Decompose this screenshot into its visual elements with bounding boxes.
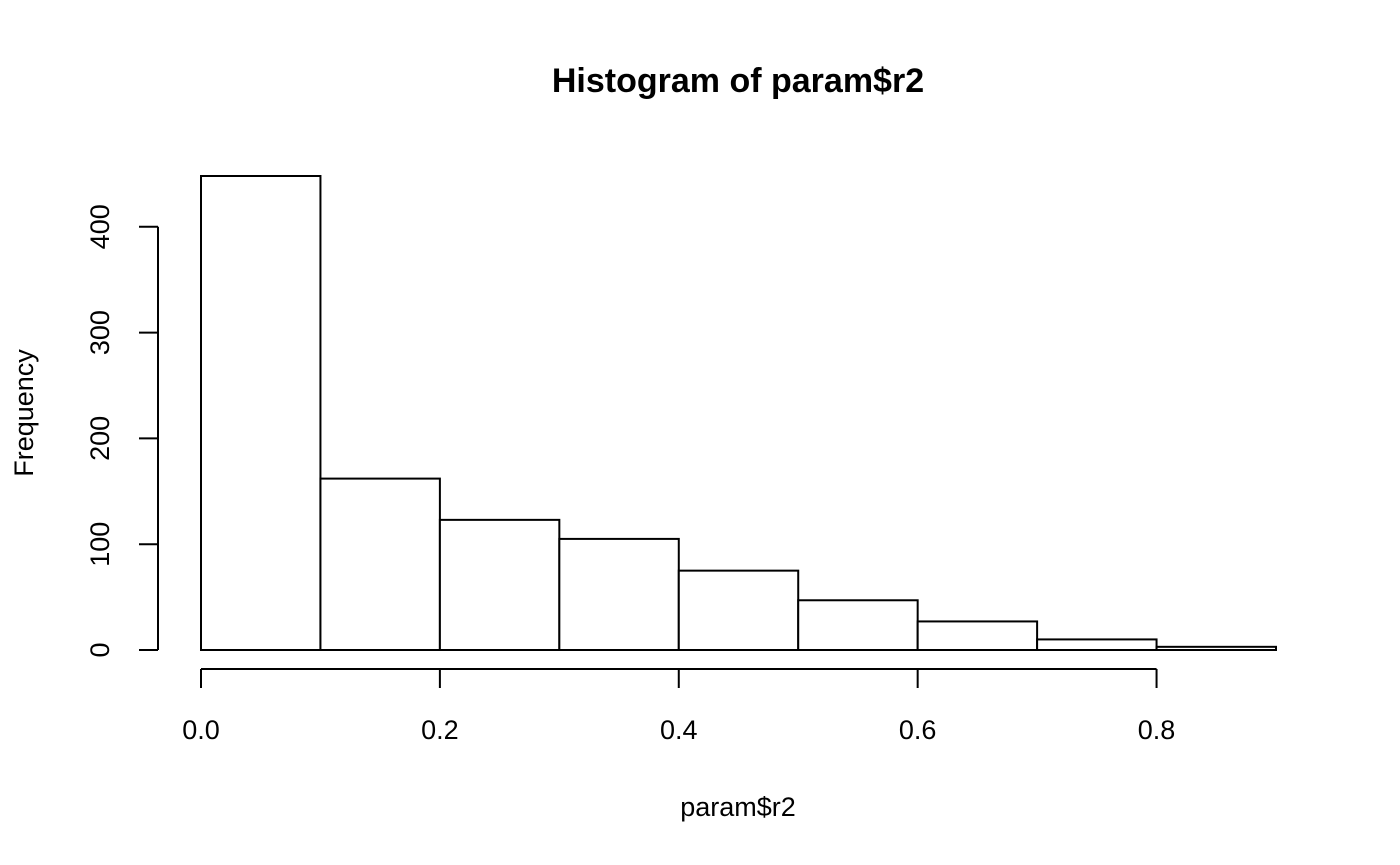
histogram-bar-3	[558, 537, 680, 651]
y-tick-label-2: 200	[85, 416, 115, 461]
histogram-bar-0	[200, 175, 322, 651]
x-tick-label-0: 0.0	[182, 715, 220, 745]
chart-title: Histogram of param$r2	[552, 62, 924, 100]
histogram-bar-5	[797, 599, 919, 652]
x-tick-label-3: 0.6	[899, 715, 937, 745]
histogram-bar-4	[677, 569, 800, 652]
x-tick-label-2: 0.4	[660, 715, 698, 745]
x-axis: 0.0 0.2 0.4 0.6 0.8	[182, 668, 1176, 745]
bars-group	[200, 175, 1277, 652]
histogram-bar-1	[319, 477, 441, 651]
histogram-bar-6	[916, 620, 1039, 652]
y-axis-label: Frequency	[9, 349, 39, 477]
y-tick-label-4: 400	[85, 204, 115, 249]
y-tick-label-0: 0	[85, 642, 115, 657]
histogram-bar-8	[1155, 645, 1277, 651]
x-tick-label-1: 0.2	[421, 715, 459, 745]
histogram-bar-2	[438, 518, 561, 652]
y-axis: 0 100 200 300 400	[85, 204, 159, 658]
x-tick-label-4: 0.8	[1138, 715, 1176, 745]
x-axis-label: param$r2	[680, 792, 796, 822]
histogram-bar-7	[1036, 638, 1158, 651]
y-tick-label-3: 300	[85, 310, 115, 355]
y-tick-label-1: 100	[85, 522, 115, 567]
